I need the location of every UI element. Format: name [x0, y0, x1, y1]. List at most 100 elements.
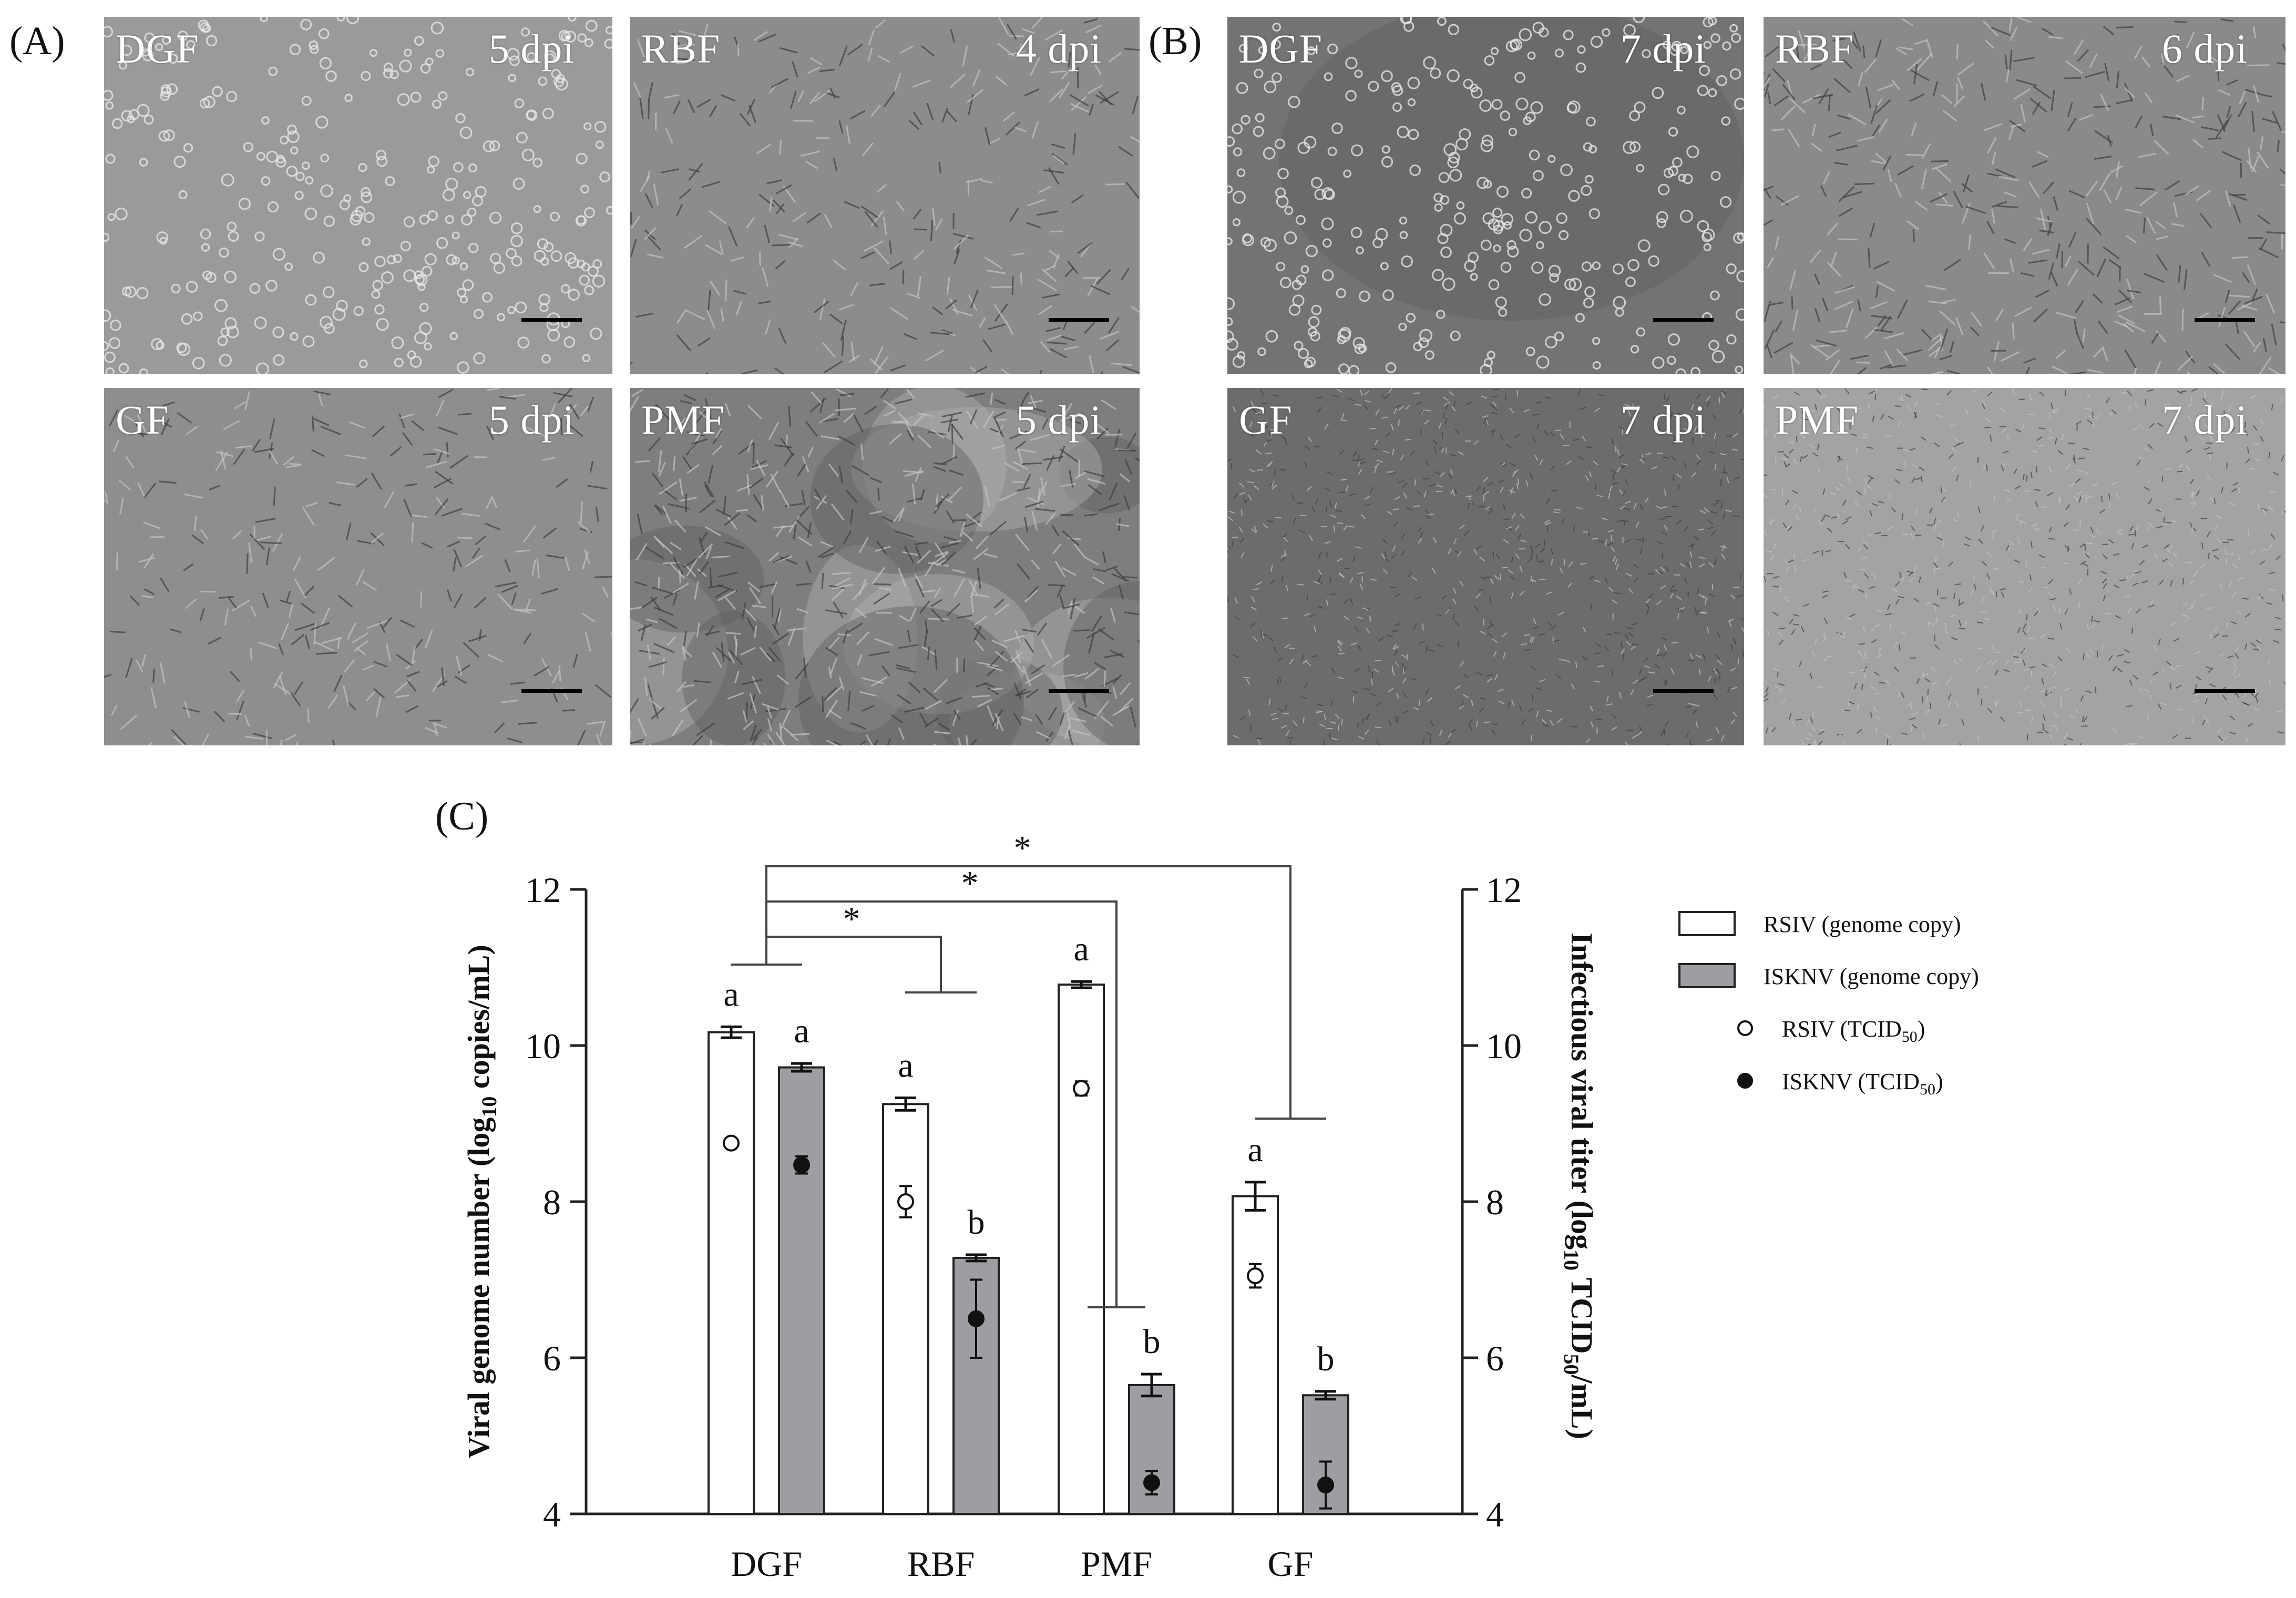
cell-line-label: RBF [1775, 26, 1854, 71]
legend-marker-isknv-tcid50 [1737, 1073, 1753, 1089]
point-isknv-tcid50 [1317, 1477, 1334, 1494]
significance-letter: b [968, 1203, 985, 1242]
point-isknv-tcid50 [793, 1156, 810, 1174]
cell-line-label: DGF [1239, 26, 1323, 71]
micrograph-texture [630, 388, 1140, 745]
micrograph-cells [1227, 17, 1744, 374]
cell-line-label: GF [1239, 397, 1293, 443]
panel-label-b: (B) [1149, 19, 1202, 63]
dpi-label: 7 dpi [2161, 397, 2248, 443]
micrograph-cells [630, 388, 1140, 745]
point-rsiv-tcid50 [1073, 1080, 1090, 1097]
panel-label-a: (A) [9, 19, 65, 63]
micrograph-cells [104, 17, 612, 374]
y-tick-label-left: 8 [543, 1182, 561, 1222]
significance-letter: a [1073, 930, 1089, 968]
y-tick-label-left: 6 [543, 1338, 561, 1378]
micrograph-texture [630, 17, 1140, 374]
significance-letter: b [1143, 1323, 1161, 1361]
dpi-label: 5 dpi [488, 26, 575, 71]
dpi-label: 5 dpi [488, 397, 575, 443]
micrograph-cells [1764, 17, 2285, 374]
scale-bar [1049, 689, 1109, 693]
micrograph-cells [104, 388, 612, 745]
micrograph-texture [104, 388, 612, 745]
scale-bar [1653, 318, 1714, 322]
significance-letter: a [794, 1012, 809, 1050]
micrograph-rbf-4dpi: RBF 4 dpi [630, 17, 1140, 374]
legend-label: RSIV (TCID50) [1782, 1016, 1925, 1046]
micrograph-cells [1227, 388, 1744, 745]
significance-letter: a [723, 975, 739, 1013]
legend-swatch-rsiv [1678, 911, 1736, 936]
significance-letter: a [1247, 1131, 1263, 1169]
micrograph-gf-7dpi: GF 7 dpi [1227, 388, 1744, 745]
micrograph-texture [1764, 17, 2285, 374]
micrograph-rbf-6dpi: RBF 6 dpi [1764, 17, 2285, 374]
sig-bracket-pmf [765, 900, 1118, 1307]
micrograph-texture [1764, 388, 2285, 745]
scale-bar [2195, 318, 2255, 322]
cell-line-label: DGF [116, 26, 200, 71]
y-tick-label-right: 10 [1486, 1026, 1522, 1066]
micrograph-dgf-7dpi: DGF 7 dpi [1227, 17, 1744, 374]
panel-label-c: (C) [435, 794, 489, 838]
scale-bar [1049, 318, 1109, 322]
y-tick-label-right: 12 [1486, 870, 1522, 910]
cell-line-label: RBF [641, 26, 721, 71]
cell-line-label: GF [116, 397, 169, 443]
legend-swatch-isknv [1678, 963, 1736, 988]
y-tick-label-left: 4 [543, 1494, 561, 1534]
significance-letter: b [1317, 1340, 1335, 1378]
dpi-label: 7 dpi [1620, 26, 1706, 71]
y-tick-label-right: 8 [1486, 1182, 1504, 1222]
bar-isknv [778, 1066, 825, 1515]
dpi-label: 7 dpi [1620, 397, 1706, 443]
x-tick-label: PMF [1081, 1544, 1152, 1584]
point-isknv-tcid50 [968, 1310, 985, 1327]
micrograph-texture [1227, 388, 1744, 745]
dpi-label: 5 dpi [1016, 397, 1102, 443]
micrograph-dgf-5dpi: DGF 5 dpi [104, 17, 612, 374]
legend-label: RSIV (genome copy) [1764, 911, 1961, 937]
micrograph-cells [1764, 388, 2285, 745]
legend-label: ISKNV (TCID50) [1782, 1069, 1943, 1098]
bar-rsiv [882, 1103, 929, 1515]
scale-bar [2195, 689, 2255, 693]
bar-rsiv [1232, 1195, 1279, 1515]
y-tick-label-left: 10 [525, 1026, 561, 1066]
point-rsiv-tcid50 [897, 1193, 914, 1210]
legend-label: ISKNV (genome copy) [1764, 964, 1979, 989]
x-tick-label: RBF [907, 1544, 975, 1584]
scale-bar [521, 689, 582, 693]
micrograph-texture [104, 17, 612, 374]
significance-star: * [961, 864, 979, 903]
point-rsiv-tcid50 [723, 1134, 740, 1152]
bar-rsiv [708, 1031, 755, 1515]
cell-line-label: PMF [1775, 397, 1859, 443]
significance-star: * [843, 900, 860, 938]
legend-marker-rsiv-tcid50 [1737, 1020, 1753, 1036]
micrograph-pmf-5dpi: PMF 5 dpi [630, 388, 1140, 745]
micrograph-cells [630, 17, 1140, 374]
dpi-label: 4 dpi [1016, 26, 1102, 71]
scale-bar [1653, 689, 1714, 693]
scale-bar [521, 318, 582, 322]
significance-letter: a [898, 1046, 913, 1084]
y-tick-label-right: 4 [1486, 1494, 1504, 1534]
x-tick-label: DGF [731, 1544, 802, 1584]
viral-titer-chart: 4 4 6 6 8 8 10 10 12 12 Viral genome number (log10… [462, 829, 1979, 1584]
dpi-label: 6 dpi [2161, 26, 2248, 71]
y-tick-label-left: 12 [525, 870, 561, 910]
point-rsiv-tcid50 [1247, 1267, 1264, 1285]
y-tick-label-right: 6 [1486, 1338, 1504, 1378]
x-tick-label: GF [1268, 1544, 1314, 1584]
point-isknv-tcid50 [1143, 1474, 1160, 1491]
y-axis-label-left: Viral genome number (log10 copies/mL) [462, 945, 501, 1459]
significance-star: * [1014, 829, 1031, 867]
bar-rsiv [1058, 984, 1105, 1515]
cell-line-label: PMF [641, 397, 725, 443]
micrograph-gf-5dpi: GF 5 dpi [104, 388, 612, 745]
sig-bracket-rbf [765, 936, 942, 992]
micrograph-texture [1227, 17, 1744, 374]
